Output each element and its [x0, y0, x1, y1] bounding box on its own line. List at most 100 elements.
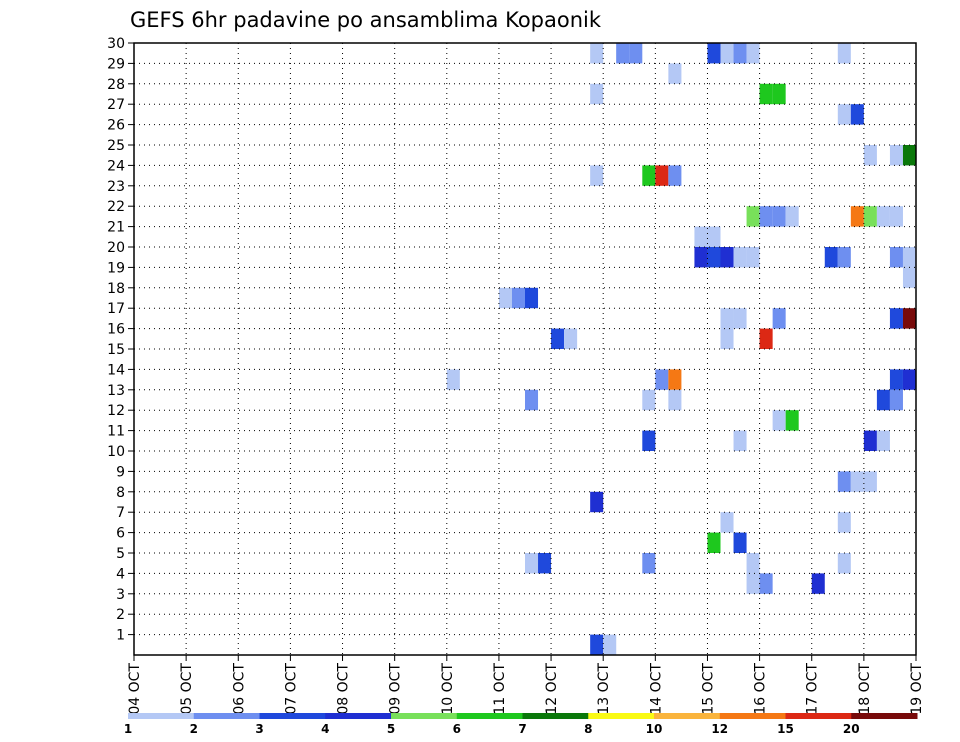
cell-73	[590, 491, 604, 513]
cell-18	[590, 165, 604, 186]
x-tick-label-2: 06 OCT	[231, 663, 247, 715]
legend-swatch-5	[456, 713, 523, 719]
cell-48	[889, 308, 903, 329]
cell-25	[785, 206, 799, 227]
cell-29	[889, 206, 903, 227]
cell-54	[446, 369, 460, 390]
x-tick-label-12: 16 OCT	[753, 663, 769, 715]
y-tick-label-17: 17	[107, 301, 125, 317]
y-tick-label-8: 8	[116, 485, 125, 501]
cell-55	[655, 369, 669, 390]
y-tick-label-27: 27	[107, 97, 125, 113]
y-tick-label-4: 4	[116, 566, 125, 582]
cell-23	[759, 206, 773, 227]
y-tick-label-7: 7	[116, 505, 125, 521]
y-tick-label-6: 6	[116, 526, 125, 542]
legend-label-7: 8	[584, 722, 592, 736]
legend-swatch-4	[391, 713, 458, 719]
y-tick-label-24: 24	[107, 158, 125, 174]
cell-10	[590, 83, 604, 105]
y-tick-label-5: 5	[116, 546, 125, 562]
x-tick-label-7: 11 OCT	[492, 663, 508, 715]
cell-30	[694, 226, 708, 247]
cell-50	[551, 328, 565, 349]
y-tick-label-1: 1	[116, 628, 125, 644]
cell-46	[733, 308, 747, 329]
cell-86	[590, 634, 604, 655]
cell-32	[694, 247, 708, 268]
legend-label-6: 7	[518, 722, 526, 736]
y-tick-label-25: 25	[107, 138, 125, 154]
cell-38	[837, 247, 851, 268]
legend-swatch-2	[259, 713, 326, 719]
cell-26	[850, 206, 864, 227]
cell-15	[863, 145, 877, 166]
legend-label-0: 1	[124, 722, 132, 736]
cell-87	[603, 634, 617, 655]
cell-62	[876, 389, 890, 411]
y-tick-label-10: 10	[107, 444, 125, 460]
cell-60	[642, 389, 656, 411]
cell-9	[668, 63, 682, 84]
legend: 1 2 3 4 5 6 7 8 10 12 15 20	[124, 713, 918, 736]
y-tick-label-19: 19	[107, 260, 125, 276]
x-tick-label-8: 12 OCT	[544, 663, 560, 715]
y-tick-label-2: 2	[116, 607, 125, 623]
x-tick-label-4: 08 OCT	[336, 663, 352, 715]
cell-39	[889, 247, 903, 268]
cell-72	[863, 471, 877, 492]
cell-34	[720, 247, 734, 268]
cell-24	[772, 206, 786, 227]
cell-47	[772, 308, 786, 329]
cell-56	[668, 369, 682, 390]
cell-65	[785, 410, 799, 431]
cell-11	[759, 83, 773, 105]
legend-swatch-8	[654, 713, 721, 719]
y-tick-label-9: 9	[116, 464, 125, 480]
legend-swatch-6	[522, 713, 589, 719]
cell-42	[498, 287, 512, 309]
cell-7	[746, 43, 760, 64]
x-tick-label-15: 19 OCT	[909, 663, 925, 715]
cell-85	[811, 573, 825, 594]
cell-74	[720, 512, 734, 533]
x-tick-label-5: 09 OCT	[388, 663, 404, 715]
cell-6	[733, 43, 747, 64]
cell-64	[772, 410, 786, 431]
cell-12	[772, 83, 786, 105]
cell-53	[759, 328, 773, 349]
cell-71	[850, 471, 864, 492]
cell-61	[668, 389, 682, 411]
y-tick-label-16: 16	[107, 322, 125, 338]
legend-label-10: 15	[777, 722, 794, 736]
x-tick-label-11: 15 OCT	[700, 663, 716, 715]
y-tick-label-15: 15	[107, 342, 125, 358]
cell-14	[850, 104, 864, 125]
cell-76	[707, 532, 721, 553]
legend-label-3: 4	[321, 722, 329, 736]
legend-label-8: 10	[646, 722, 663, 736]
cell-21	[668, 165, 682, 186]
cell-16	[889, 145, 903, 166]
cell-82	[837, 553, 851, 574]
legend-label-4: 5	[387, 722, 395, 736]
legend-label-1: 2	[190, 722, 198, 736]
cell-66	[642, 430, 656, 451]
x-tick-label-3: 07 OCT	[283, 663, 299, 715]
cell-69	[876, 430, 890, 451]
cell-0	[590, 43, 604, 64]
legend-swatch-9	[719, 713, 786, 719]
cell-84	[759, 573, 773, 594]
y-tick-label-12: 12	[107, 403, 125, 419]
y-tick-label-20: 20	[107, 240, 125, 256]
cell-81	[746, 553, 760, 574]
cell-43	[511, 287, 525, 309]
y-tick-label-26: 26	[107, 118, 125, 134]
cell-5	[720, 43, 734, 64]
y-tick-label-14: 14	[107, 362, 125, 378]
cell-77	[733, 532, 747, 553]
legend-label-11: 20	[843, 722, 860, 736]
grid-layer	[134, 43, 916, 655]
cells-layer	[446, 43, 916, 655]
